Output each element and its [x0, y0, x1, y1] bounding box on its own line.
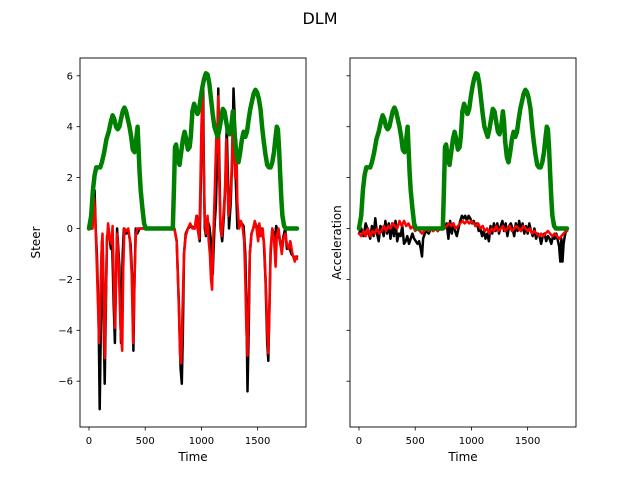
x-tick-label: 500 — [406, 436, 425, 447]
acceleration-y-axis-label: Acceleration — [330, 205, 344, 280]
acceleration-y-ticks — [346, 75, 350, 382]
steer-x-axis-label: Time — [177, 450, 207, 464]
x-tick-label: 1500 — [515, 436, 540, 447]
x-tick-label: 1000 — [189, 436, 214, 447]
steer-axes: 0 500 1000 1500 −6 −4 −2 0 2 4 6 Time Steer — [29, 57, 307, 464]
x-tick-label: 1000 — [459, 436, 484, 447]
y-tick-label: −4 — [58, 326, 73, 337]
x-tick-label: 500 — [136, 436, 155, 447]
steer-axes-frame — [79, 57, 307, 428]
steer-plot-lines — [86, 71, 300, 411]
y-tick-label: 2 — [67, 173, 73, 184]
x-tick-label: 0 — [86, 436, 92, 447]
acceleration-x-ticks: 0 500 1000 1500 — [356, 427, 540, 447]
steer-series-green — [86, 71, 300, 231]
y-tick-label: −6 — [58, 377, 73, 388]
steer-y-ticks: −6 −4 −2 0 2 4 6 — [58, 71, 80, 388]
acceleration-axes: 0 500 1000 1500 Time Acceleration — [330, 57, 577, 464]
acceleration-axes-frame — [349, 57, 577, 428]
steer-y-axis-label: Steer — [29, 226, 43, 258]
acceleration-plot-lines — [356, 71, 570, 263]
y-tick-label: 6 — [67, 71, 73, 82]
x-tick-label: 1500 — [245, 436, 270, 447]
y-tick-label: 4 — [67, 122, 73, 133]
figure-title: DLM — [302, 9, 337, 28]
steer-x-ticks: 0 500 1000 1500 — [86, 427, 270, 447]
y-tick-label: 0 — [67, 224, 73, 235]
acceleration-x-axis-label: Time — [447, 450, 477, 464]
acceleration-series-green — [356, 71, 570, 231]
x-tick-label: 0 — [356, 436, 362, 447]
steer-series-red — [87, 89, 299, 365]
acceleration-series-red — [357, 219, 569, 240]
y-tick-label: −2 — [58, 275, 73, 286]
